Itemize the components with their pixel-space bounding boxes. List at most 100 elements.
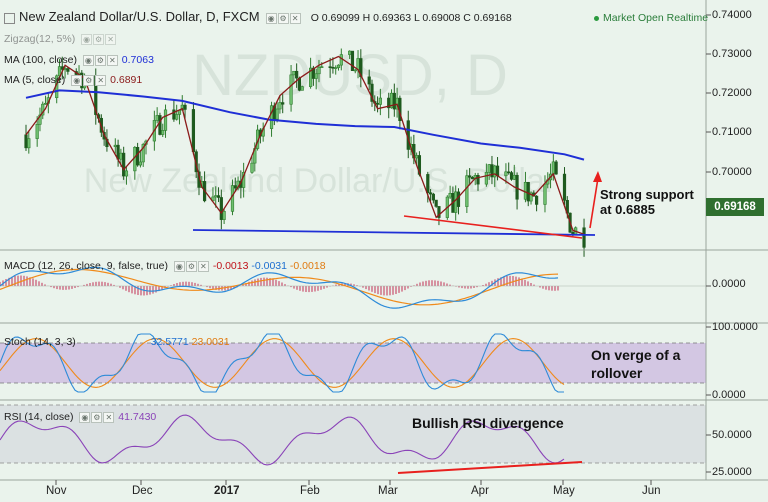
rsi-legend[interactable]: RSI (14, close) ◉ ⚙ ✕ 41.7430 (4, 411, 157, 423)
candle-body (269, 105, 274, 129)
rsi-band (0, 405, 706, 463)
close-icon[interactable]: ✕ (95, 74, 107, 86)
status-dot-icon (594, 15, 599, 21)
y-tick: 0.74000 (712, 9, 752, 21)
candle-body (493, 165, 497, 178)
eye-icon[interactable]: ◉ (265, 12, 277, 24)
candle-body (334, 67, 338, 69)
x-tick: Feb (300, 485, 320, 497)
candle-body (155, 115, 159, 121)
y-tick: 100.0000 (712, 321, 758, 333)
candle-body (378, 97, 382, 105)
candle-body (543, 183, 547, 205)
settings-icon[interactable]: ⚙ (94, 54, 106, 66)
header-buttons[interactable]: ◉ ⚙ ✕ (265, 12, 302, 24)
macd-legend[interactable]: MACD (12, 26, close, 9, false, true) ◉ ⚙ ✕… (4, 260, 326, 272)
candle-body (119, 152, 123, 160)
y-tick: 0.73000 (712, 48, 752, 60)
rsi-annotation: Bullish RSI divergence (412, 415, 564, 431)
settings-icon[interactable]: ⚙ (83, 74, 95, 86)
candle-body (437, 206, 441, 218)
candle-body (311, 67, 315, 79)
candle-body (113, 144, 117, 148)
ma100-value: 0.7063 (121, 54, 154, 66)
candle-body (415, 155, 419, 159)
y-tick: 0.70000 (712, 166, 752, 178)
chart-header: New Zealand Dollar/U.S. Dollar, D, FXCM … (4, 9, 512, 24)
market-status: Market Open Realtime (594, 12, 708, 24)
candle-body (350, 50, 355, 71)
ma5-legend[interactable]: MA (5, close) ◉ ⚙ ✕ 0.6891 (4, 74, 143, 86)
candle-body (375, 102, 380, 105)
candle-body (297, 77, 302, 91)
symbol-title: New Zealand Dollar/U.S. Dollar, D, FXCM (19, 9, 260, 24)
candle-body (336, 64, 341, 68)
stoch-d-line (0, 338, 565, 388)
candle-body (183, 104, 187, 110)
candle-body (470, 176, 475, 180)
candle-body (295, 70, 299, 79)
close-icon[interactable]: ✕ (289, 12, 301, 24)
eye-icon[interactable]: ◉ (71, 74, 83, 86)
candle-body (24, 134, 28, 149)
stoch-k-line (0, 333, 564, 393)
candle-body (136, 146, 140, 166)
close-icon[interactable]: ✕ (197, 260, 209, 272)
zigzag-label[interactable]: Zigzag(12, 5%) ◉ ⚙ ✕ (4, 33, 117, 45)
candle-body (320, 66, 324, 68)
eye-icon[interactable]: ◉ (81, 33, 93, 45)
ma5-line (25, 55, 585, 235)
candle-body (529, 192, 533, 202)
close-icon[interactable]: ✕ (106, 54, 118, 66)
candle-body (348, 50, 352, 55)
candle-body (523, 181, 528, 200)
last-price-box: 0.69168 (706, 198, 764, 216)
stoch-legend[interactable]: Stoch (14, 3, 3) 32.5771 23.0031 (4, 336, 230, 348)
candle-body (507, 171, 511, 174)
candle-body (465, 175, 469, 207)
x-tick: Mar (378, 485, 398, 497)
eye-icon[interactable]: ◉ (82, 54, 94, 66)
candle-body (339, 54, 343, 66)
candle-body (428, 192, 433, 195)
macd-line (0, 266, 559, 309)
eye-icon[interactable]: ◉ (173, 260, 185, 272)
candle-body (317, 66, 321, 75)
candle-body (487, 164, 491, 173)
candle-body (214, 195, 218, 198)
candle-body (468, 175, 472, 178)
y-tick: 0.0000 (712, 389, 746, 401)
ma100-legend[interactable]: MA (100, close) ◉ ⚙ ✕ 0.7063 (4, 54, 154, 66)
candle-body (289, 74, 293, 105)
x-tick: Dec (132, 485, 153, 497)
candle-body (359, 58, 363, 78)
close-icon[interactable]: ✕ (105, 33, 117, 45)
settings-icon[interactable]: ⚙ (277, 12, 289, 24)
candle-body (191, 109, 196, 153)
support-annotation: Strong support at 0.6885 (600, 187, 694, 217)
candle-body (331, 66, 335, 69)
candle-body (562, 173, 567, 201)
y-tick: 25.0000 (712, 466, 752, 478)
eye-icon[interactable]: ◉ (79, 411, 91, 423)
settings-icon[interactable]: ⚙ (91, 411, 103, 423)
support-line (192, 229, 596, 236)
collapse-icon[interactable] (4, 12, 15, 24)
ma5-value: 0.6891 (110, 74, 143, 86)
candle-body (504, 171, 508, 177)
x-tick: Jun (642, 485, 661, 497)
candle-body (535, 195, 539, 205)
candle-body (138, 161, 143, 166)
ma100-line (25, 89, 585, 161)
settings-icon[interactable]: ⚙ (185, 260, 197, 272)
candle-body (448, 192, 452, 198)
candle-body (278, 102, 282, 110)
candle-body (163, 109, 168, 131)
candle-body (275, 108, 279, 120)
macd-signal-line (0, 268, 559, 306)
x-tick: May (553, 485, 575, 497)
close-icon[interactable]: ✕ (103, 411, 115, 423)
settings-icon[interactable]: ⚙ (93, 33, 105, 45)
price-trendline (403, 215, 583, 239)
